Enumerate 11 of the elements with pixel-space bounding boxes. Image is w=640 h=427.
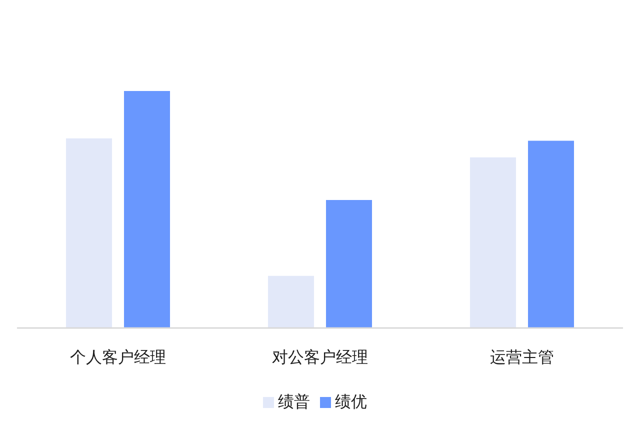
x-tick-label: 个人客户经理 bbox=[70, 347, 166, 366]
bar bbox=[470, 157, 516, 328]
legend-label: 绩普 bbox=[278, 392, 310, 411]
bar bbox=[326, 200, 372, 328]
legend-label: 绩优 bbox=[335, 392, 367, 411]
bar bbox=[528, 140, 574, 328]
x-tick-label: 对公客户经理 bbox=[272, 347, 368, 366]
bar bbox=[66, 138, 112, 328]
bar bbox=[268, 276, 314, 328]
x-tick-label: 运营主管 bbox=[490, 347, 554, 366]
bar bbox=[124, 91, 170, 328]
